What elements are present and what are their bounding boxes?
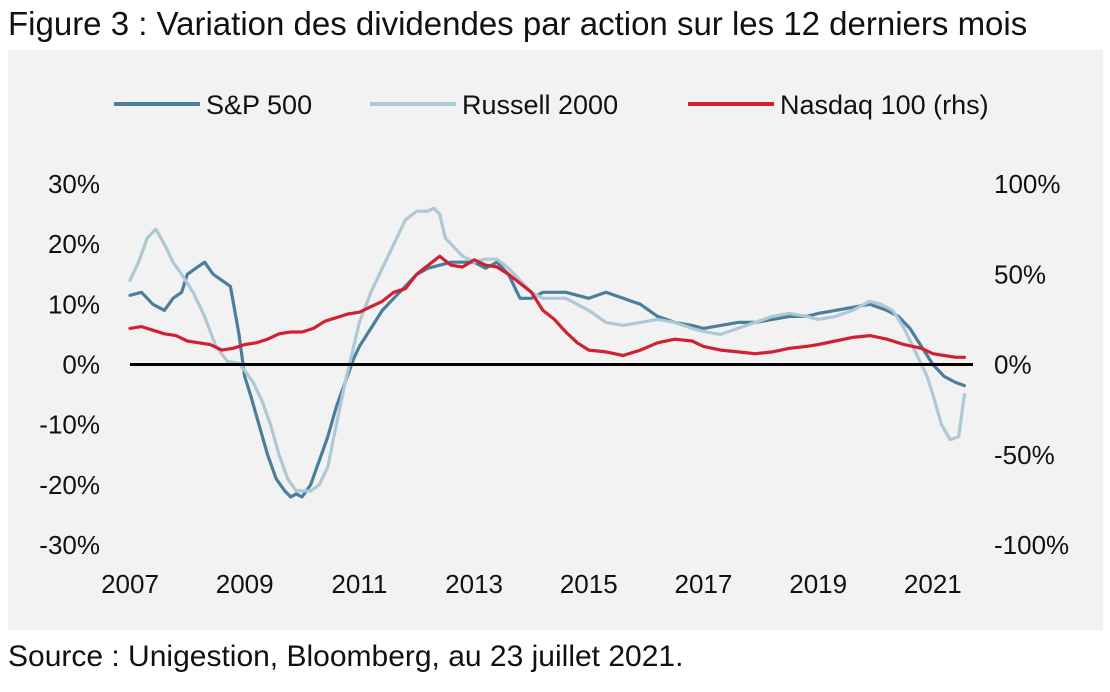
legend: S&P 500 Russell 2000 Nasdaq 100 (rhs) (114, 90, 989, 120)
y-right-tick-label: 50% (994, 259, 1046, 289)
chart-panel: S&P 500 Russell 2000 Nasdaq 100 (rhs) 30% 2… (8, 50, 1103, 630)
y-axis-left: 30% 20% 10% 0% -10% -20% -30% (39, 169, 100, 560)
x-tick-label: 2007 (101, 569, 159, 599)
series-line-1 (128, 206, 967, 493)
y-left-tick-label: -10% (39, 410, 100, 440)
x-tick-label: 2017 (675, 569, 733, 599)
y-right-tick-label: 0% (994, 350, 1032, 380)
line-chart: S&P 500 Russell 2000 Nasdaq 100 (rhs) 30% 2… (39, 90, 1069, 599)
x-tick-label: 2011 (331, 569, 387, 599)
y-right-tick-label: -50% (994, 440, 1055, 470)
legend-label: S&P 500 (206, 90, 312, 120)
series-group (128, 206, 967, 499)
y-left-tick-label: 10% (48, 289, 100, 319)
series-line-2 (128, 254, 967, 359)
legend-label: Nasdaq 100 (rhs) (780, 90, 989, 120)
source-note: Source : Unigestion, Bloomberg, au 23 ju… (8, 640, 684, 673)
y-right-tick-label: -100% (994, 530, 1069, 560)
y-left-tick-label: 30% (48, 169, 100, 199)
x-tick-label: 2021 (904, 569, 962, 599)
x-tick-label: 2013 (445, 569, 503, 599)
y-left-tick-label: -30% (39, 530, 100, 560)
y-left-tick-label: 20% (48, 229, 100, 259)
legend-label: Russell 2000 (462, 90, 618, 120)
y-axis-right: 100% 50% 0% -50% -100% (994, 169, 1069, 560)
y-right-tick-label: 100% (994, 169, 1061, 199)
y-left-tick-label: -20% (39, 470, 100, 500)
y-left-tick-label: 0% (62, 350, 100, 380)
x-tick-label: 2015 (560, 569, 618, 599)
figure-title: Figure 3 : Variation des dividendes par … (8, 5, 1028, 42)
x-axis: 2007 2009 2011 2013 2015 2017 2019 2021 (101, 569, 962, 599)
x-tick-label: 2009 (216, 569, 274, 599)
x-tick-label: 2019 (789, 569, 847, 599)
